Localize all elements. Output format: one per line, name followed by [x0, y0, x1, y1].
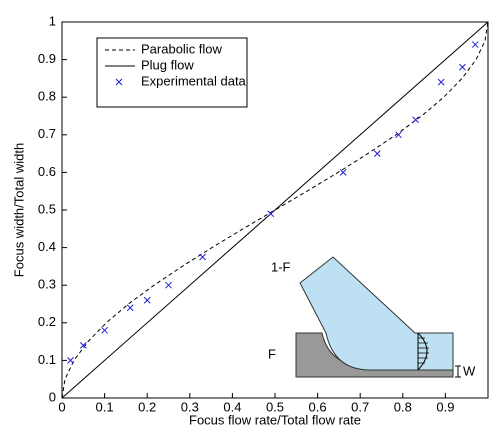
profile-arrows: [418, 337, 429, 364]
data-point: [471, 41, 479, 48]
legend-label: Parabolic flow: [141, 41, 223, 56]
y-tick-label: 0.1: [38, 352, 56, 367]
x-tick-label: 0.7: [351, 399, 369, 414]
annotation: 1-F: [271, 259, 291, 274]
data-point: [373, 150, 381, 157]
data-point: [143, 296, 151, 304]
x-tick-label: 0.8: [394, 399, 412, 414]
y-tick-label: 0.5: [38, 201, 56, 216]
x-tick-label: 0.4: [223, 399, 241, 414]
data-point: [101, 326, 108, 334]
legend-label: Plug flow: [141, 57, 194, 72]
data-point: [165, 281, 172, 289]
y-tick-label: 0.4: [38, 239, 56, 254]
y-axis-title: Focus width/Total width: [11, 143, 26, 277]
x-tick-label: 0: [58, 399, 65, 414]
data-point: [67, 357, 74, 364]
data-point: [412, 116, 419, 124]
y-tick-label: 0.2: [38, 314, 56, 329]
y-tick-label: 0.7: [38, 126, 56, 141]
x-axis-title: Focus flow rate/Total flow rate: [189, 412, 361, 427]
data-point: [267, 210, 275, 218]
y-tick-label: 0: [49, 389, 56, 404]
x-tick-label: 0.1: [96, 399, 114, 414]
x-tick-label: 0.3: [181, 399, 199, 414]
series-line: [61, 21, 489, 399]
x-tick-label: 0.6: [309, 399, 327, 414]
y-tick-label: 0.3: [38, 277, 56, 292]
channel: [299, 256, 454, 371]
width-bracket: [455, 365, 461, 378]
series-line: [61, 21, 489, 399]
annotation: W: [463, 363, 476, 378]
data-point: [126, 304, 134, 312]
data-point: [395, 131, 402, 139]
data-point: [199, 253, 206, 261]
legend-label: Experimental data: [141, 73, 247, 88]
legend-marker: [115, 78, 123, 86]
data-point: [459, 63, 466, 71]
inset-diagram: [295, 256, 461, 378]
y-tick-label: 0.9: [38, 51, 56, 66]
data-point: [79, 342, 87, 349]
data-point: [339, 169, 347, 176]
x-tick-label: 0.9: [436, 399, 454, 414]
x-tick-label: 0.5: [266, 399, 284, 414]
velocity-profile: [417, 332, 428, 371]
y-tick-label: 1: [49, 13, 56, 28]
data-point: [437, 78, 445, 86]
y-tick-label: 0.8: [38, 89, 56, 104]
y-tick-label: 0.6: [38, 164, 56, 179]
annotation: F: [268, 346, 276, 361]
x-tick-label: 0.2: [138, 399, 156, 414]
